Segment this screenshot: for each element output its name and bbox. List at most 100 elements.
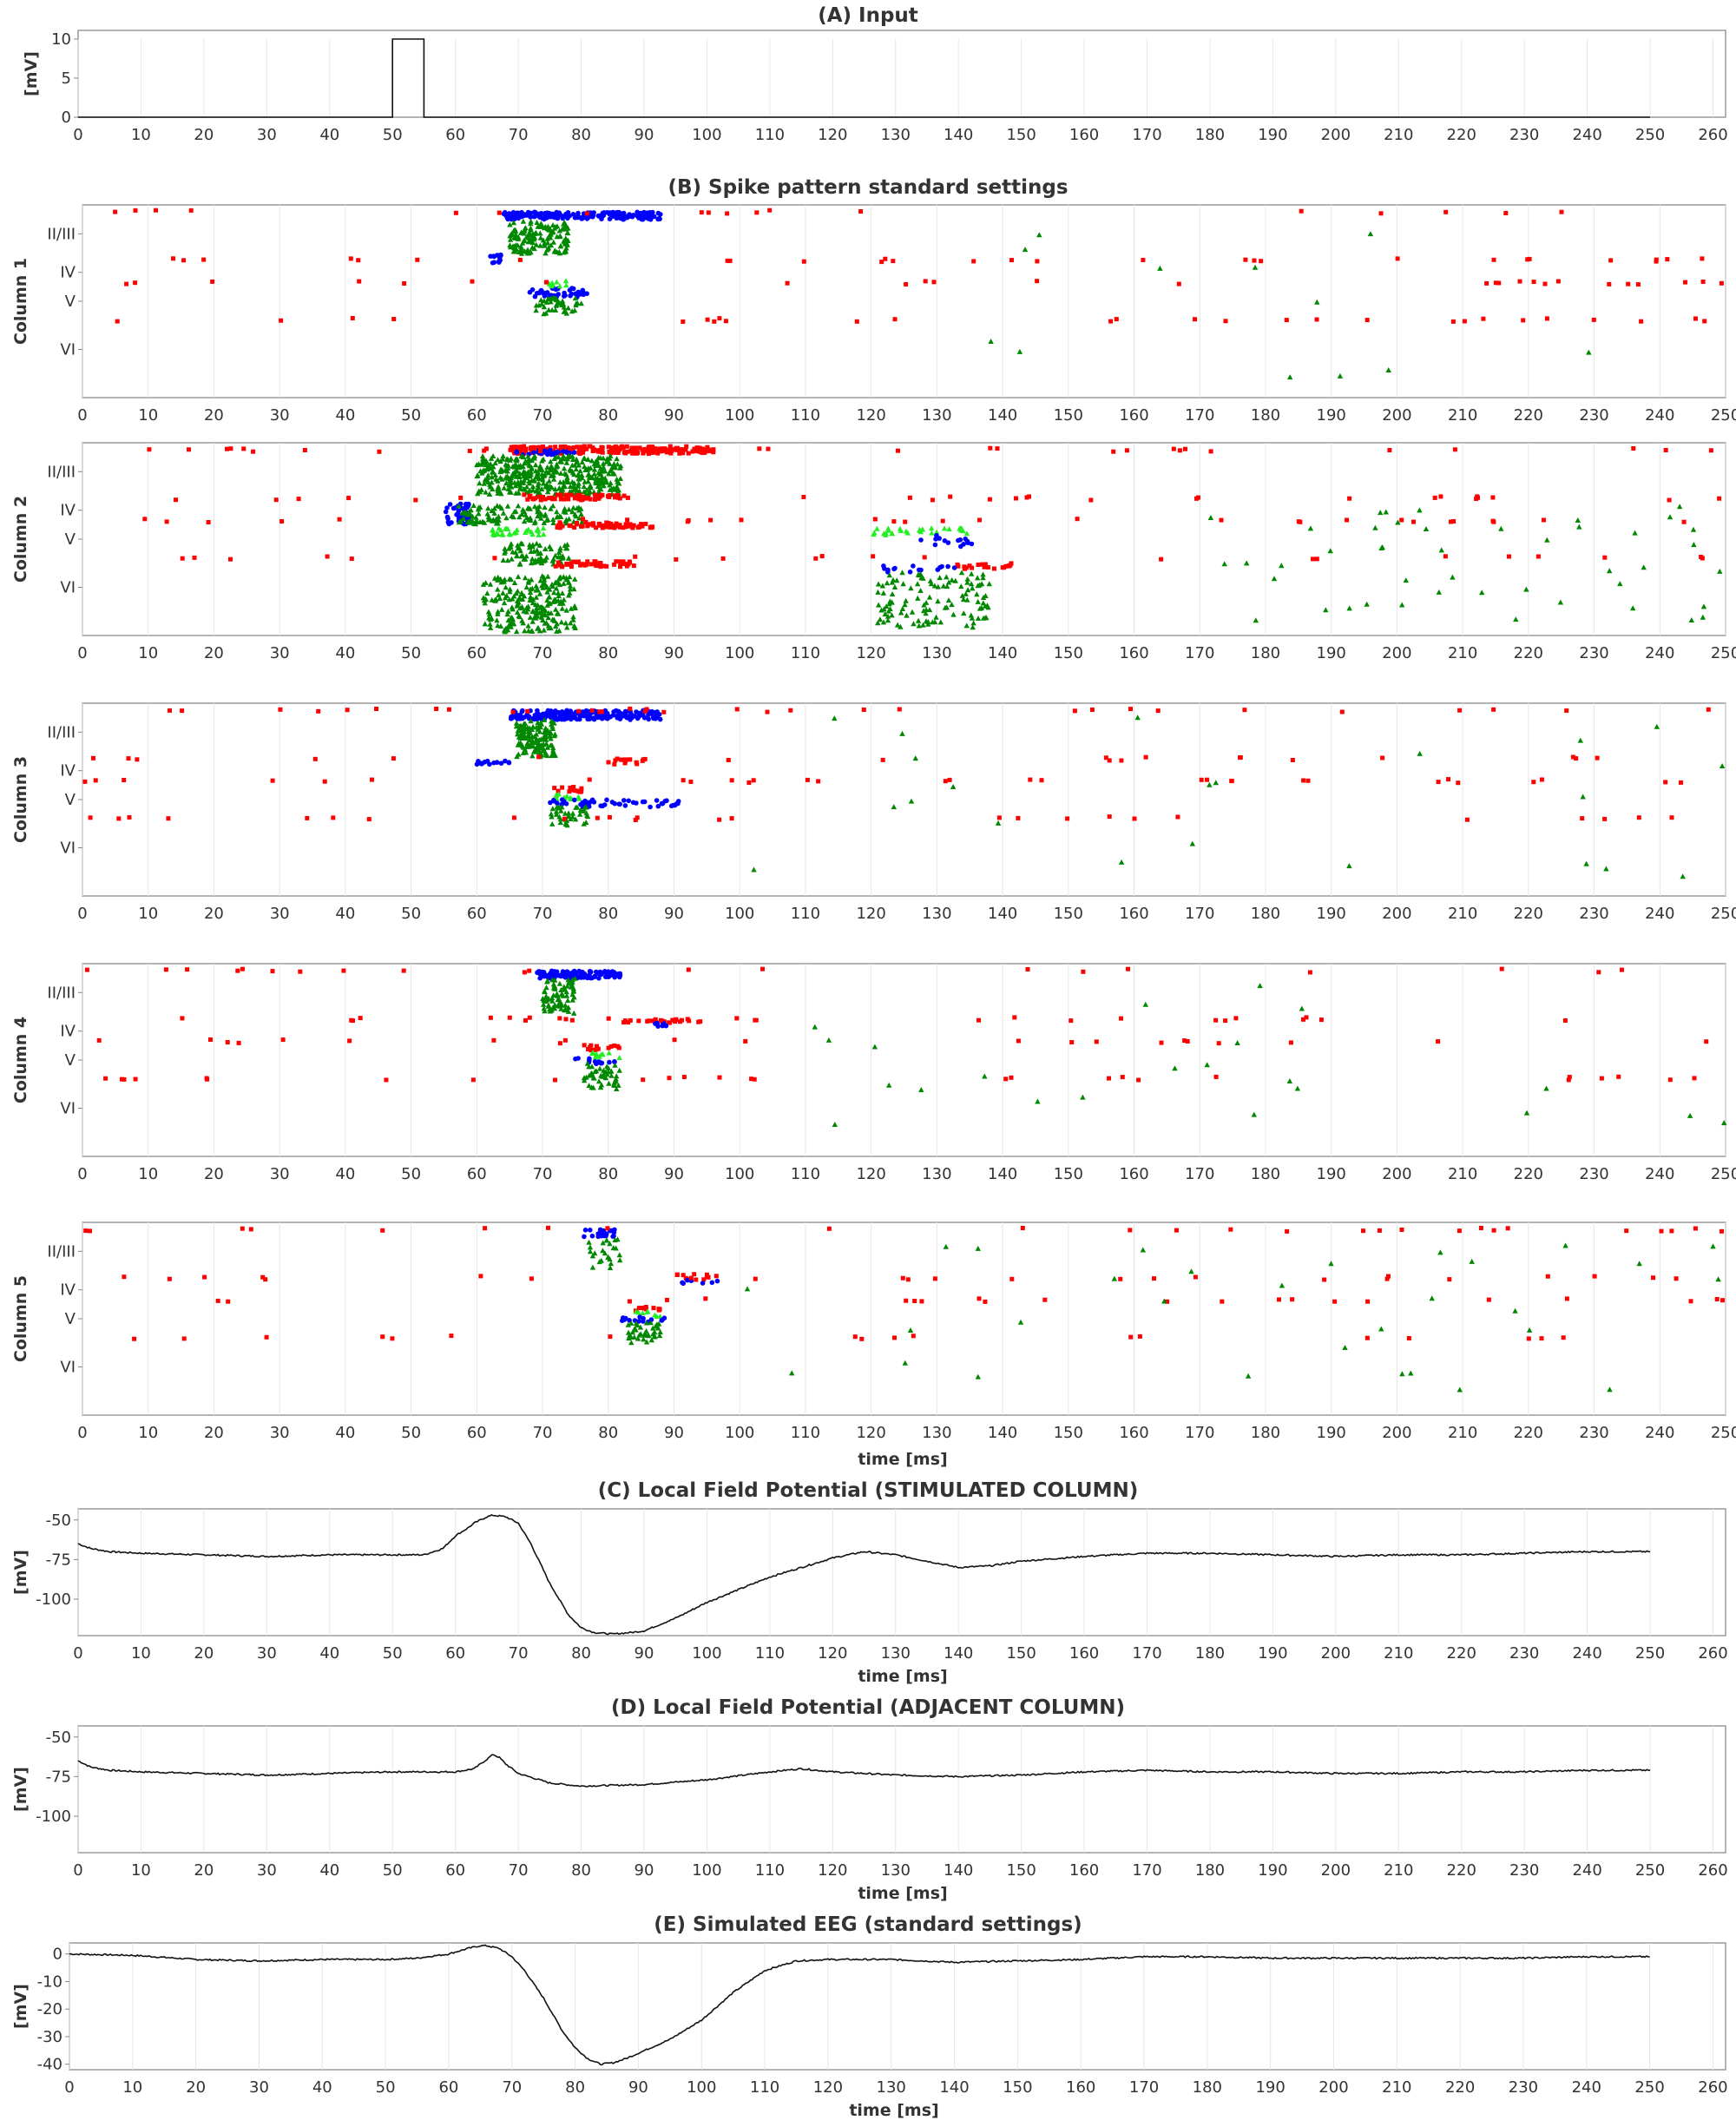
- spike-excitatory: [593, 497, 597, 502]
- spike-excitatory: [891, 259, 896, 264]
- panel-a-xtick-label: 210: [1384, 126, 1413, 144]
- spike-excitatory: [225, 1040, 230, 1044]
- spike-inhibitory-fast: [617, 801, 622, 807]
- spike-inhibitory-slow: [1717, 568, 1723, 574]
- spike-inhibitory-slow: [565, 977, 571, 983]
- panel-d-xtick-label: 240: [1572, 1861, 1601, 1880]
- spike-excitatory: [1003, 1077, 1009, 1082]
- panel-a-series-line: [78, 38, 1651, 118]
- panel-e-xtick-label: 40: [312, 2078, 332, 2097]
- spike-excitatory: [606, 760, 611, 765]
- spike-inhibitory-slow: [1189, 840, 1195, 846]
- panel-d-title: (D) Local Field Potential (ADJACENT COLU…: [611, 1696, 1125, 1719]
- spike-excitatory: [618, 564, 622, 570]
- spike-excitatory: [637, 445, 642, 451]
- raster-2-xtick-label: 190: [1317, 644, 1346, 662]
- spike-inhibitory-slow: [524, 733, 530, 739]
- spike-excitatory: [656, 446, 661, 451]
- spike-inhibitory-slow: [517, 243, 524, 249]
- spike-inhibitory-fast: [576, 968, 582, 974]
- spike-excitatory: [115, 319, 120, 324]
- panel-e-frame: [69, 1942, 1726, 2071]
- spike-excitatory: [1242, 708, 1247, 713]
- spike-inhibitory-slow: [880, 619, 887, 625]
- spike-excitatory: [659, 449, 664, 454]
- spike-excitatory: [608, 1334, 613, 1340]
- spike-excitatory: [413, 497, 418, 503]
- panel-a-ytick-label: 10: [51, 30, 71, 49]
- spike-inhibitory-fast: [639, 216, 645, 222]
- panel-d: (D) Local Field Potential (ADJACENT COLU…: [11, 1696, 1728, 1903]
- spike-inhibitory-slow: [485, 609, 492, 615]
- spike-excitatory: [380, 1334, 385, 1340]
- spike-excitatory: [583, 496, 589, 501]
- spike-inhibitory-fast: [518, 212, 524, 217]
- spike-excitatory: [1399, 517, 1404, 523]
- spike-inhibitory-fast: [600, 803, 605, 809]
- spike-excitatory: [711, 447, 716, 452]
- spike-inhibitory-slow: [593, 477, 599, 484]
- spike-excitatory: [746, 780, 752, 785]
- spike-inhibitory-slow: [1526, 1327, 1533, 1333]
- spike-inhibitory-slow: [553, 580, 559, 586]
- spike-inhibitory-slow: [569, 997, 575, 1003]
- spike-excitatory: [628, 448, 634, 453]
- spike-inhibitory-slow: [607, 1265, 614, 1270]
- spike-inhibitory-slow: [960, 596, 967, 603]
- spike-excitatory: [1094, 1039, 1099, 1044]
- spike-excitatory: [1517, 279, 1522, 284]
- spike-inhibitory-slow: [1134, 714, 1141, 721]
- spike-inhibitory-slow: [551, 1005, 558, 1011]
- spike-inhibitory-slow: [516, 464, 523, 470]
- spike-inhibitory-slow: [538, 515, 544, 521]
- spike-excitatory: [537, 446, 542, 451]
- spike-inhibitory-slow: [554, 610, 561, 616]
- panel-a-xtick-label: 230: [1509, 126, 1539, 144]
- spike-inhibitory-slow: [467, 517, 473, 524]
- raster-1-xtick-label: 210: [1448, 406, 1477, 425]
- spike-inhibitory-fast: [563, 974, 569, 980]
- spike-inhibitory-slow: [550, 556, 556, 562]
- spike-excitatory: [1602, 555, 1608, 560]
- spike-inhibitory-slow: [657, 1329, 663, 1334]
- spike-inhibitory-slow: [579, 472, 585, 478]
- raster-1-xtick-label: 30: [270, 406, 290, 425]
- spike-inhibitory-fast: [646, 216, 651, 221]
- spike-inhibitory-slow: [1253, 617, 1259, 623]
- raster-2-xtick-label: 230: [1579, 644, 1608, 662]
- spike-excitatory: [1159, 1040, 1164, 1045]
- spike-inhibitory-slow: [638, 1331, 644, 1337]
- spike-inhibitory-slow: [918, 575, 924, 581]
- spike-inhibitory-slow: [513, 723, 520, 729]
- spike-inhibitory-slow: [1417, 750, 1423, 756]
- spike-excitatory: [1069, 1018, 1074, 1024]
- spike-excitatory: [201, 257, 207, 262]
- spike-inhibitory-slow: [1667, 514, 1674, 520]
- spike-inhibitory-slow: [515, 574, 522, 579]
- spike-inhibitory-fast: [549, 451, 555, 458]
- spike-excitatory: [1120, 1075, 1125, 1080]
- spike-excitatory: [593, 563, 598, 568]
- spike-inhibitory-slow: [540, 741, 547, 747]
- spike-inhibitory-slow: [540, 735, 546, 741]
- spike-inhibitory-slow: [650, 1325, 656, 1331]
- spike-excitatory: [1088, 497, 1094, 503]
- spike-inhibitory-slow: [529, 753, 536, 759]
- spike-inhibitory-slow: [538, 511, 544, 517]
- spike-inhibitory-slow: [923, 599, 930, 605]
- spike-inhibitory-slow: [528, 718, 534, 724]
- spike-inhibitory-slow: [516, 471, 523, 476]
- raster-3-xtick-label: 210: [1448, 905, 1477, 923]
- spike-excitatory: [507, 1015, 512, 1020]
- spike-inhibitory-fast: [599, 214, 605, 220]
- spike-excitatory: [555, 492, 560, 497]
- spike-excitatory: [970, 565, 975, 570]
- spike-excitatory: [649, 524, 654, 530]
- raster-3-xtick-label: 0: [77, 905, 87, 923]
- spike-inhibitory-other: [493, 530, 500, 536]
- spike-inhibitory-slow: [1688, 617, 1694, 622]
- spike-inhibitory-other: [513, 530, 519, 536]
- spike-inhibitory-slow: [875, 589, 881, 595]
- spike-inhibitory-slow: [544, 597, 550, 603]
- spike-inhibitory-slow: [504, 611, 510, 617]
